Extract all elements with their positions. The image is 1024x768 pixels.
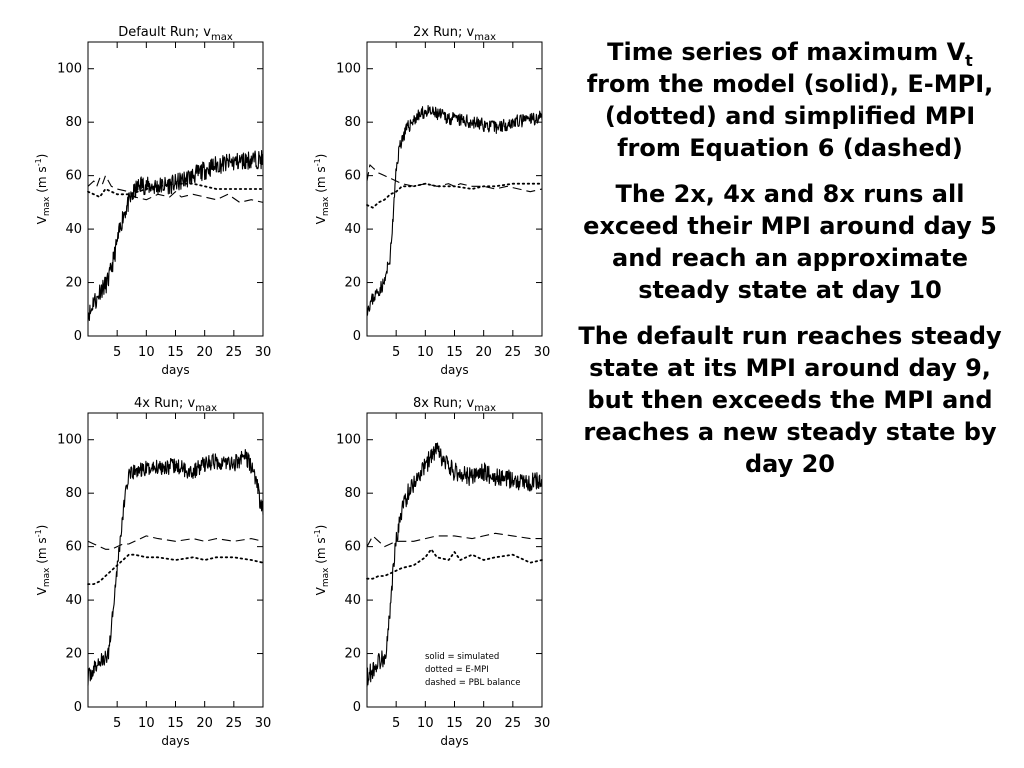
- series-line-dashed: [366, 532, 542, 548]
- y-tick-label: 40: [65, 593, 82, 608]
- x-tick-label: 20: [196, 345, 213, 360]
- chart-title: 2x Run; vmax: [413, 25, 496, 43]
- x-tick-label: 15: [446, 345, 463, 360]
- y-tick-label: 60: [344, 540, 361, 555]
- y-tick-label: 40: [344, 222, 361, 237]
- x-tick-label: 10: [138, 716, 155, 731]
- caption-text-part2: from the model (solid), E-MPI, (dotted) …: [586, 70, 994, 162]
- x-tick-label: 15: [167, 345, 184, 360]
- chart-title: Default Run; vmax: [118, 25, 233, 43]
- x-tick-label: 5: [113, 716, 121, 731]
- series-line-dashed: [87, 175, 264, 203]
- text-panel: Time series of maximum Vt from the model…: [572, 36, 1008, 494]
- x-tick-label: 5: [392, 716, 400, 731]
- caption-paragraph: Time series of maximum Vt from the model…: [572, 36, 1008, 164]
- x-tick-label: 30: [255, 345, 272, 360]
- chart-panel-1: Default Run; vmax 5 10 15 20 25 30 0 20 40 60 80 100…: [34, 25, 271, 377]
- series-line-solid: [87, 449, 264, 686]
- x-tick-label: 15: [446, 716, 463, 731]
- y-tick-label: 80: [344, 486, 361, 501]
- y-tick-label: 0: [74, 700, 82, 715]
- x-tick-label: 30: [534, 345, 551, 360]
- x-tick-label: 20: [475, 716, 492, 731]
- y-tick-label: 100: [336, 62, 361, 77]
- y-tick-label: 80: [344, 115, 361, 130]
- y-tick-label: 60: [65, 169, 82, 184]
- chart-panel-2: 2x Run; vmax 5 10 15 20 25 30 0 20 40 60 80 100 days V…: [313, 25, 550, 377]
- x-tick-label: 10: [138, 345, 155, 360]
- summary-paragraph: The 2x, 4x and 8x runs all exceed their …: [583, 180, 997, 304]
- series-line-dotted: [87, 553, 264, 585]
- x-tick-label: 30: [534, 716, 551, 731]
- x-tick-label: 20: [196, 716, 213, 731]
- x-tick-label: 25: [226, 716, 243, 731]
- y-tick-label: 100: [336, 433, 361, 448]
- x-axis-label: days: [440, 363, 468, 377]
- y-axis-label: Vmax (m s-1): [313, 525, 331, 596]
- y-tick-label: 100: [57, 433, 82, 448]
- x-tick-label: 25: [226, 345, 243, 360]
- x-tick-label: 25: [505, 345, 522, 360]
- series-line-dashed: [366, 164, 543, 193]
- series-line-dotted: [366, 548, 543, 580]
- y-axis-label: Vmax (m s-1): [34, 154, 52, 225]
- x-tick-label: 30: [255, 716, 272, 731]
- series-line-dashed: [87, 535, 264, 550]
- y-tick-label: 20: [344, 647, 361, 662]
- x-axis-label: days: [161, 363, 189, 377]
- y-tick-label: 80: [65, 486, 82, 501]
- series-line-solid: [366, 442, 543, 687]
- series-line-dotted: [87, 182, 264, 198]
- legend-entry: dotted = E-MPI: [425, 665, 489, 675]
- x-axis-label: days: [161, 734, 189, 748]
- y-tick-label: 80: [65, 115, 82, 130]
- series-line-solid: [87, 149, 264, 322]
- x-tick-label: 20: [475, 345, 492, 360]
- x-tick-label: 5: [392, 345, 400, 360]
- y-tick-label: 40: [65, 222, 82, 237]
- legend-entry: solid = simulated: [425, 652, 499, 662]
- y-tick-label: 60: [344, 169, 361, 184]
- y-tick-label: 20: [65, 647, 82, 662]
- chart-panel-3: 4x Run; vmax 5 10 15 20 25 30 0 20 40 60 80 100 days V…: [34, 396, 271, 748]
- y-tick-label: 0: [353, 700, 361, 715]
- y-tick-label: 20: [344, 276, 361, 291]
- y-tick-label: 20: [65, 276, 82, 291]
- y-tick-label: 0: [74, 329, 82, 344]
- chart-panel-4: 8x Run; vmax 5 10 15 20 25 30 0 20 40 60 80 100 days V…: [313, 396, 550, 748]
- series-line-solid: [366, 104, 543, 317]
- y-tick-label: 100: [57, 62, 82, 77]
- x-axis-label: days: [440, 734, 468, 748]
- legend-entry: dashed = PBL balance: [425, 678, 520, 688]
- y-tick-label: 40: [344, 593, 361, 608]
- x-tick-label: 15: [167, 716, 184, 731]
- x-tick-label: 10: [417, 345, 434, 360]
- y-axis-label: Vmax (m s-1): [313, 154, 331, 225]
- y-axis-label: Vmax (m s-1): [34, 525, 52, 596]
- plot-frame: [366, 412, 543, 708]
- x-tick-label: 10: [417, 716, 434, 731]
- x-tick-label: 25: [505, 716, 522, 731]
- x-tick-label: 5: [113, 345, 121, 360]
- caption-text-part1: Time series of maximum V: [607, 38, 966, 66]
- y-tick-label: 0: [353, 329, 361, 344]
- chart-title: 8x Run; vmax: [413, 396, 496, 414]
- default-run-paragraph: The default run reaches steady state at …: [578, 322, 1002, 478]
- caption-subscript: t: [965, 50, 973, 70]
- plot-frame: [366, 41, 543, 337]
- y-tick-label: 60: [65, 540, 82, 555]
- chart-title: 4x Run; vmax: [134, 396, 217, 414]
